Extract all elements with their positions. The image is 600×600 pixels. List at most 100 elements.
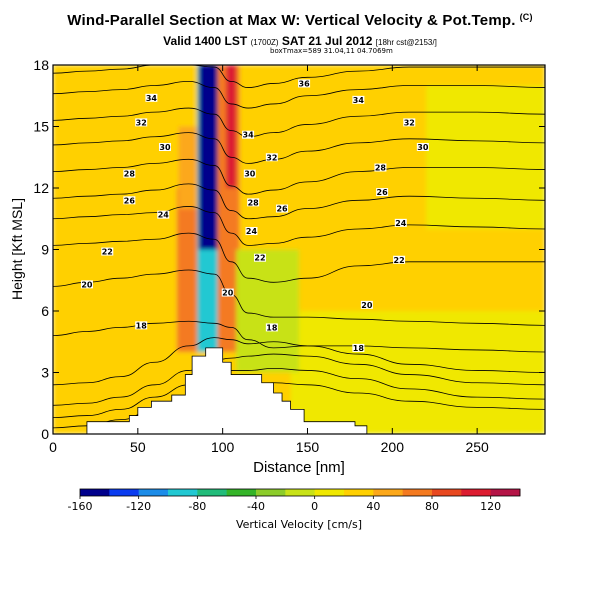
theta-label-bg	[243, 169, 256, 178]
theta-label: 18	[352, 343, 365, 353]
x-axis-label: Distance [nm]	[253, 459, 345, 476]
colorbar-bin	[373, 489, 404, 496]
colorbar: -160 -120 -80 -40 0 40 80 120	[68, 488, 521, 513]
theta-label-bg	[80, 280, 93, 289]
w-region	[178, 126, 199, 209]
box-info: boxTmax=589 31.04,11 04.7069m	[270, 47, 393, 55]
y-axis-label: Height [Kft MSL]	[9, 198, 25, 300]
theta-label-bg	[157, 210, 170, 219]
theta-label: 30	[158, 143, 171, 152]
theta-label: 32	[403, 118, 416, 127]
theta-label: 18	[265, 323, 278, 332]
theta-label-text: 20	[361, 301, 373, 310]
theta-label-text: 26	[276, 205, 288, 214]
theta-label-text: 22	[254, 254, 265, 263]
theta-label: 34	[145, 93, 158, 103]
colorbar-tick-label: 40	[366, 500, 380, 513]
theta-label-text: 28	[124, 170, 136, 179]
theta-contour-36	[53, 65, 545, 88]
theta-label-bg	[265, 153, 278, 162]
colorbar-bin	[402, 489, 433, 496]
theta-label-text: 20	[81, 280, 93, 289]
colorbar-bin	[109, 489, 140, 496]
theta-contour-18	[53, 320, 545, 353]
theta-label: 26	[376, 188, 389, 197]
theta-label-bg	[403, 118, 416, 127]
y-tick-label: 0	[41, 426, 49, 442]
theta-label-bg	[374, 163, 387, 172]
theta-contour-32	[53, 107, 545, 138]
theta-label-text: 34	[353, 96, 365, 105]
theta-label-text: 34	[146, 94, 158, 103]
theta-label-text: 20	[222, 289, 234, 298]
theta-label: 32	[265, 153, 278, 162]
theta-label-text: 36	[299, 79, 311, 88]
theta-label-bg	[158, 143, 171, 151]
theta-label-text: 18	[136, 321, 148, 330]
colorbar-label: Vertical Velocity [cm/s]	[236, 518, 362, 531]
y-tick-label: 15	[33, 119, 49, 135]
colorbar-bin	[314, 489, 345, 496]
theta-label-text: 30	[159, 143, 171, 152]
theta-label-bg	[247, 198, 260, 207]
theta-label: 34	[242, 130, 255, 140]
theta-label: 20	[221, 288, 234, 298]
theta-label: 28	[374, 163, 387, 173]
x-tick-label: 250	[465, 439, 489, 455]
w-region-group	[53, 65, 545, 434]
theta-label-text: 32	[266, 153, 277, 162]
theta-label-bg	[360, 300, 373, 309]
theta-contour-30	[53, 132, 545, 164]
terrain	[86, 347, 368, 434]
colorbar-bin	[226, 489, 257, 496]
theta-contours	[53, 65, 545, 429]
theta-label-bg	[276, 204, 289, 213]
vertical-velocity-field	[53, 65, 545, 434]
y-tick-label: 9	[41, 242, 49, 258]
theta-label: 24	[157, 210, 170, 220]
theta-label-text: 24	[158, 211, 170, 220]
theta-label-text: 22	[102, 248, 113, 257]
theta-label-bg	[416, 143, 429, 151]
w-region	[151, 65, 181, 434]
theta-label: 26	[276, 204, 289, 214]
y-tick-label: 12	[33, 180, 49, 196]
theta-label-bg	[394, 218, 407, 227]
theta-label: 30	[243, 169, 256, 179]
theta-label-bg	[352, 95, 365, 104]
x-tick-label: 200	[381, 439, 405, 455]
theta-label-bg	[298, 79, 311, 88]
theta-label: 32	[135, 118, 148, 127]
theta-label: 22	[393, 255, 406, 265]
theta-label: 20	[360, 300, 373, 310]
colorbar-tick-label: -80	[188, 500, 206, 513]
theta-contour-16	[53, 367, 545, 418]
theta-labels: 34 32 30 28 26 24 22 20 18 34 32 30 28 26 24 22 20 18 36 34…	[80, 79, 429, 353]
w-region	[417, 311, 545, 434]
colorbar-tick-label: -40	[247, 500, 265, 513]
theta-label-text: 18	[353, 344, 365, 353]
colorbar-tick-label: 0	[311, 500, 318, 513]
theta-label-bg	[123, 196, 136, 205]
x-tick-label: 150	[296, 439, 320, 455]
w-region	[198, 65, 223, 250]
theta-label-bg	[145, 93, 158, 102]
theta-label-bg	[123, 169, 136, 178]
theta-label: 26	[123, 196, 136, 205]
terrain-mask	[86, 347, 368, 434]
chart-title: Wind-Parallel Section at Max W: Vertical…	[67, 12, 533, 29]
y-tick-label: 18	[33, 57, 49, 73]
colorbar-bin	[285, 489, 316, 496]
theta-label-text: 26	[377, 188, 389, 197]
colorbar-tick-label: 120	[480, 500, 501, 513]
colorbar-bin	[344, 489, 374, 496]
theta-label-text: 18	[266, 323, 278, 332]
theta-label-text: 26	[124, 196, 136, 205]
theta-label: 24	[394, 218, 407, 228]
theta-contour-34	[53, 80, 545, 109]
x-tick-label: 100	[211, 439, 235, 455]
x-tick-label: 50	[130, 439, 146, 455]
theta-label-text: 32	[404, 118, 415, 127]
theta-contour-16	[53, 353, 545, 406]
x-tick-label: 0	[49, 439, 57, 455]
